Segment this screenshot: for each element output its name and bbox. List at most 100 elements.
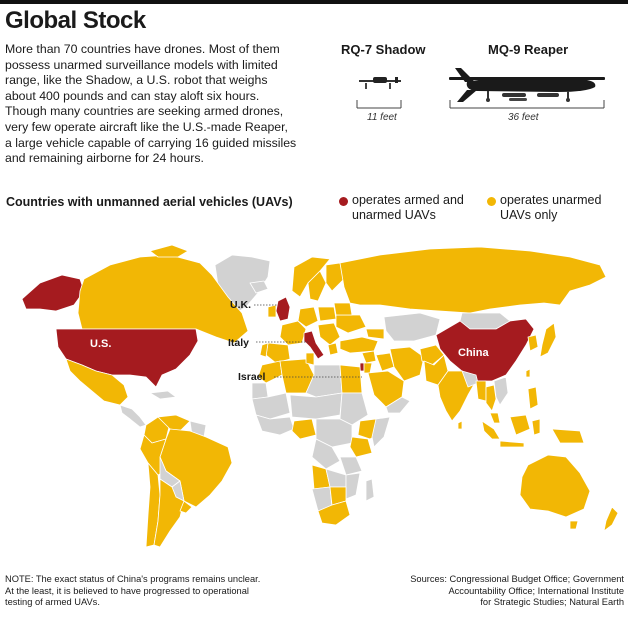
intro-line: a large vehicle capable of carrying 16 g… <box>5 135 297 150</box>
intro-text: More than 70 countries have drones. Most… <box>5 42 330 167</box>
legend-unarmed-label: operates unarmed UAVs only <box>500 193 601 223</box>
page-title: Global Stock <box>5 7 146 34</box>
borneo-region <box>509 414 531 436</box>
thailand-region <box>485 384 497 412</box>
alaska-region <box>21 274 85 312</box>
ireland-region <box>267 304 277 318</box>
footnote-line: NOTE: The exact status of China's progra… <box>5 574 261 584</box>
finland-region <box>325 262 345 292</box>
footnote-line: At the least, it is believed to have pro… <box>5 585 249 596</box>
greece-region <box>327 342 339 356</box>
sources-line: Sources: Congressional Budget Office; Go… <box>410 574 624 584</box>
us-label: U.S. <box>90 338 111 350</box>
indonesia-sumatra <box>481 420 501 440</box>
portugal-region <box>259 342 269 358</box>
west-africa-region <box>255 414 295 436</box>
south-africa-region <box>317 500 351 526</box>
top-rule <box>0 0 628 4</box>
legend-unarmed-line: operates unarmed <box>500 193 602 207</box>
russia-region <box>339 246 607 314</box>
egypt-region <box>339 364 363 394</box>
legend-armed-line: unarmed UAVs <box>352 208 436 222</box>
madagascar-region <box>365 478 375 502</box>
georgia-caucasus-region <box>365 328 385 340</box>
malaysia-region <box>489 412 501 424</box>
sources-credit: Sources: Congressional Budget Office; Go… <box>410 574 624 609</box>
legend-armed-label: operates armed and unarmed UAVs <box>352 193 464 223</box>
footnote-line: testing of armed UAVs. <box>5 597 100 608</box>
uruguay-region <box>179 500 193 514</box>
intro-line: possess unarmed surveillance models with… <box>5 57 278 72</box>
belarus-region <box>333 302 353 316</box>
western-sahara-region <box>251 382 269 400</box>
shadow-name: RQ-7 Shadow <box>341 42 426 57</box>
sweden-region <box>307 270 327 302</box>
venezuela-region <box>157 414 191 432</box>
cuba-region <box>149 390 177 400</box>
legend-armed-line: operates armed and <box>352 193 464 207</box>
ukraine-region <box>335 314 367 334</box>
myanmar-region <box>475 380 487 402</box>
intro-line: and remaining airborne for 24 hours. <box>5 151 204 166</box>
mexico-region <box>65 358 129 406</box>
tasmania-region <box>569 520 579 530</box>
iran-region <box>389 346 425 382</box>
indonesia-java <box>499 440 525 448</box>
intro-line: Though many countries are seeking armed … <box>5 104 284 119</box>
france-region <box>279 320 307 346</box>
uk-label: U.K. <box>230 299 251 311</box>
morocco-region <box>257 360 283 384</box>
reaper-drone-icon <box>449 68 605 102</box>
iceland-region <box>249 280 269 294</box>
intro-line: range, like the Shadow, a U.S. robot tha… <box>5 73 268 88</box>
congo-region <box>311 438 341 470</box>
canada-island <box>149 244 189 258</box>
sources-line: for Strategic Studies; Natural Earth <box>480 597 624 608</box>
reaper-length: 36 feet <box>508 112 539 123</box>
new-zealand-region <box>603 506 619 532</box>
mozambique-region <box>345 472 361 500</box>
shadow-drone-icon <box>359 77 401 89</box>
syria-region <box>361 350 377 364</box>
zambia-region <box>325 468 347 488</box>
china-label: China <box>458 347 489 359</box>
australia-region <box>519 454 591 518</box>
shadow-length: 11 feet <box>367 112 397 123</box>
legend-unarmed-swatch <box>487 197 496 206</box>
sri-lanka-region <box>457 420 463 430</box>
jordan-region <box>363 362 373 374</box>
indochina-region <box>493 376 509 406</box>
nigeria-region <box>291 418 317 440</box>
tanzania-region <box>339 456 363 476</box>
reaper-name: MQ-9 Reaper <box>488 42 569 57</box>
shadow-scale-bar <box>356 100 402 109</box>
sudan-region <box>339 392 369 426</box>
germany-region <box>297 306 319 328</box>
taiwan-region <box>525 368 531 378</box>
reaper-scale-bar <box>449 100 605 109</box>
balkans-region <box>317 322 341 346</box>
intro-line: about 400 pounds and can stay aloft six … <box>5 88 260 103</box>
central-asia-region <box>383 312 441 342</box>
sources-line: Accountability Office; International Ins… <box>448 585 624 596</box>
new-guinea-region <box>551 428 585 444</box>
intro-line: very few operate aircraft like the U.S.-… <box>5 119 288 134</box>
argentina-region <box>153 478 185 548</box>
israel-label: Israel <box>238 371 266 383</box>
uganda-kenya-region <box>349 436 373 458</box>
afghanistan-region <box>419 344 445 366</box>
sulawesi-region <box>531 418 541 436</box>
japan-region <box>539 322 557 358</box>
world-map: U.K. Italy Israel U.S. China <box>21 244 619 548</box>
turkey-region <box>339 336 379 354</box>
central-america-region <box>119 404 147 428</box>
uk-region <box>275 296 291 322</box>
niger-chad-region <box>289 392 343 420</box>
china-region <box>435 318 535 382</box>
legend-armed-swatch <box>339 197 348 206</box>
legend-unarmed-line: UAVs only <box>500 208 558 222</box>
yemen-oman-region <box>385 396 411 414</box>
philippines-region <box>527 386 539 410</box>
poland-region <box>317 306 337 322</box>
intro-line: More than 70 countries have drones. Most… <box>5 42 280 56</box>
